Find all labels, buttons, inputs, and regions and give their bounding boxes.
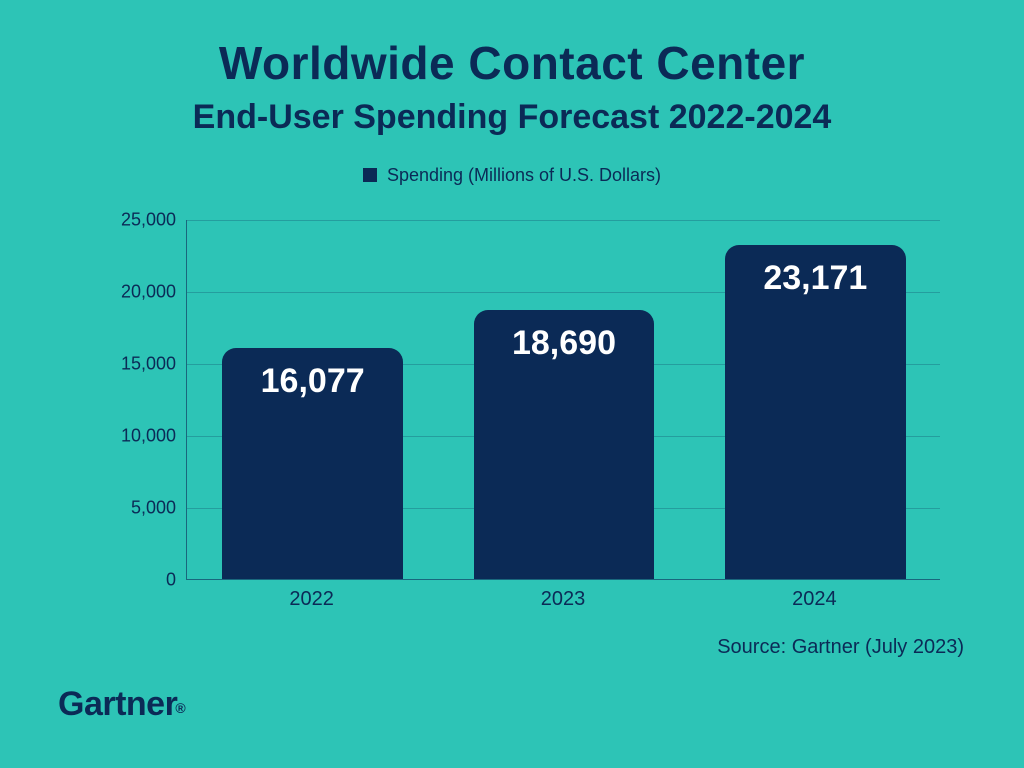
legend-label: Spending (Millions of U.S. Dollars) — [387, 165, 661, 185]
title-line1: Worldwide Contact Center — [0, 36, 1024, 90]
source-attribution: Source: Gartner (July 2023) — [717, 636, 964, 659]
y-tick-label: 15,000 — [100, 354, 176, 375]
y-tick-label: 20,000 — [100, 282, 176, 303]
plot-area: 16,077 18,690 23,171 — [186, 220, 940, 580]
bar: 23,171 — [725, 245, 906, 579]
x-axis-labels: 2022 2023 2024 — [186, 588, 940, 612]
y-tick-label: 0 — [100, 570, 176, 591]
chart-legend: Spending (Millions of U.S. Dollars) — [0, 165, 1024, 186]
x-tick-label: 2022 — [289, 588, 334, 611]
bar: 18,690 — [474, 310, 655, 579]
logo-text: Gartner — [58, 685, 177, 723]
bar-chart: 05,00010,00015,00020,00025,000 16,07718,… — [100, 220, 940, 610]
bar: 16,077 — [222, 348, 403, 580]
registered-mark: ® — [175, 700, 185, 716]
y-axis: 05,00010,00015,00020,00025,000 — [100, 220, 186, 580]
bar-value-label: 23,171 — [725, 259, 906, 298]
title-line2: End-User Spending Forecast 2022-2024 — [0, 98, 1024, 137]
y-tick-label: 25,000 — [100, 210, 176, 231]
y-tick-label: 5,000 — [100, 498, 176, 519]
x-tick-label: 2023 — [541, 588, 586, 611]
y-tick-label: 10,000 — [100, 426, 176, 447]
legend-swatch — [363, 168, 377, 182]
x-tick-label: 2024 — [792, 588, 837, 611]
bar-value-label: 18,690 — [474, 324, 655, 363]
grid-line — [187, 220, 940, 221]
gartner-logo: Gartner® — [58, 685, 187, 724]
title-block: Worldwide Contact Center End-User Spendi… — [0, 0, 1024, 137]
bar-value-label: 16,077 — [222, 362, 403, 401]
